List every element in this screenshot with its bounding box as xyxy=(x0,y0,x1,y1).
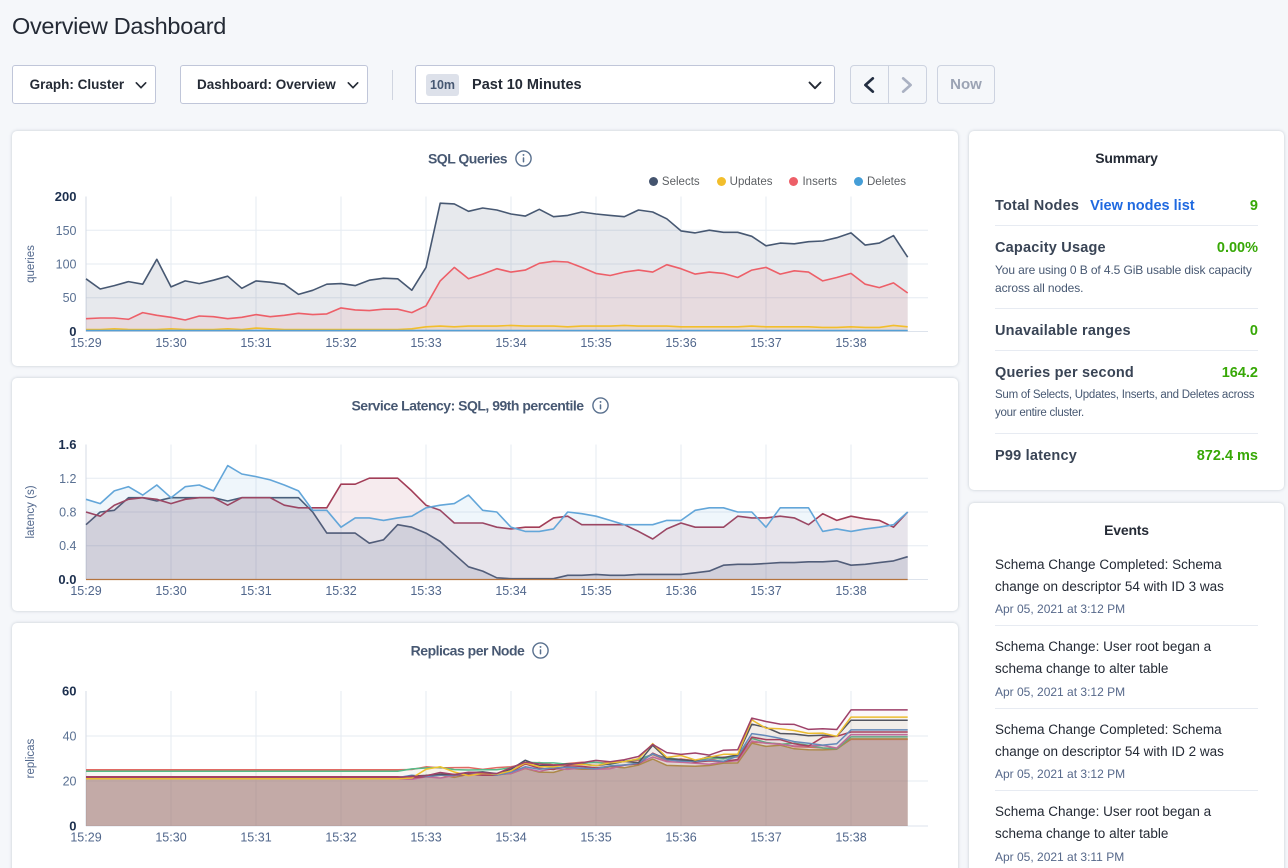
svg-text:1.6: 1.6 xyxy=(58,437,76,452)
svg-text:15:31: 15:31 xyxy=(240,831,271,845)
svg-text:15:30: 15:30 xyxy=(155,584,186,598)
svg-text:queries: queries xyxy=(25,245,37,283)
svg-text:replicas: replicas xyxy=(25,738,37,778)
svg-text:15:36: 15:36 xyxy=(665,584,696,598)
svg-text:150: 150 xyxy=(56,224,77,238)
svg-text:15:34: 15:34 xyxy=(495,831,526,845)
svg-text:15:32: 15:32 xyxy=(325,584,356,598)
svg-text:100: 100 xyxy=(56,258,77,272)
svg-text:40: 40 xyxy=(63,730,77,744)
svg-text:1.2: 1.2 xyxy=(59,472,76,486)
svg-text:15:35: 15:35 xyxy=(580,336,611,350)
svg-text:15:33: 15:33 xyxy=(410,336,441,350)
svg-text:15:29: 15:29 xyxy=(70,336,101,350)
svg-text:15:38: 15:38 xyxy=(835,831,866,845)
svg-text:20: 20 xyxy=(63,775,77,789)
svg-text:15:36: 15:36 xyxy=(665,336,696,350)
svg-text:15:38: 15:38 xyxy=(835,336,866,350)
svg-text:15:35: 15:35 xyxy=(580,584,611,598)
svg-text:15:32: 15:32 xyxy=(325,831,356,845)
svg-text:15:37: 15:37 xyxy=(750,831,781,845)
svg-text:15:31: 15:31 xyxy=(240,336,271,350)
svg-text:60: 60 xyxy=(62,684,76,699)
svg-text:0.0: 0.0 xyxy=(58,572,76,587)
svg-text:15:29: 15:29 xyxy=(70,831,101,845)
svg-text:15:32: 15:32 xyxy=(325,336,356,350)
svg-text:0.8: 0.8 xyxy=(59,506,76,520)
svg-text:15:30: 15:30 xyxy=(155,831,186,845)
svg-text:15:33: 15:33 xyxy=(410,584,441,598)
svg-text:15:29: 15:29 xyxy=(70,584,101,598)
svg-text:15:38: 15:38 xyxy=(835,584,866,598)
svg-text:0: 0 xyxy=(69,819,76,834)
svg-text:0.4: 0.4 xyxy=(59,539,76,553)
svg-text:15:30: 15:30 xyxy=(155,336,186,350)
svg-text:15:37: 15:37 xyxy=(750,584,781,598)
svg-text:latency (s): latency (s) xyxy=(25,485,37,538)
svg-text:15:37: 15:37 xyxy=(750,336,781,350)
svg-text:15:33: 15:33 xyxy=(410,831,441,845)
svg-text:15:34: 15:34 xyxy=(495,336,526,350)
svg-text:15:36: 15:36 xyxy=(665,831,696,845)
svg-text:15:35: 15:35 xyxy=(580,831,611,845)
svg-text:15:31: 15:31 xyxy=(240,584,271,598)
svg-text:200: 200 xyxy=(55,189,77,204)
svg-text:50: 50 xyxy=(63,291,77,305)
svg-text:15:34: 15:34 xyxy=(495,584,526,598)
svg-text:0: 0 xyxy=(69,324,76,339)
